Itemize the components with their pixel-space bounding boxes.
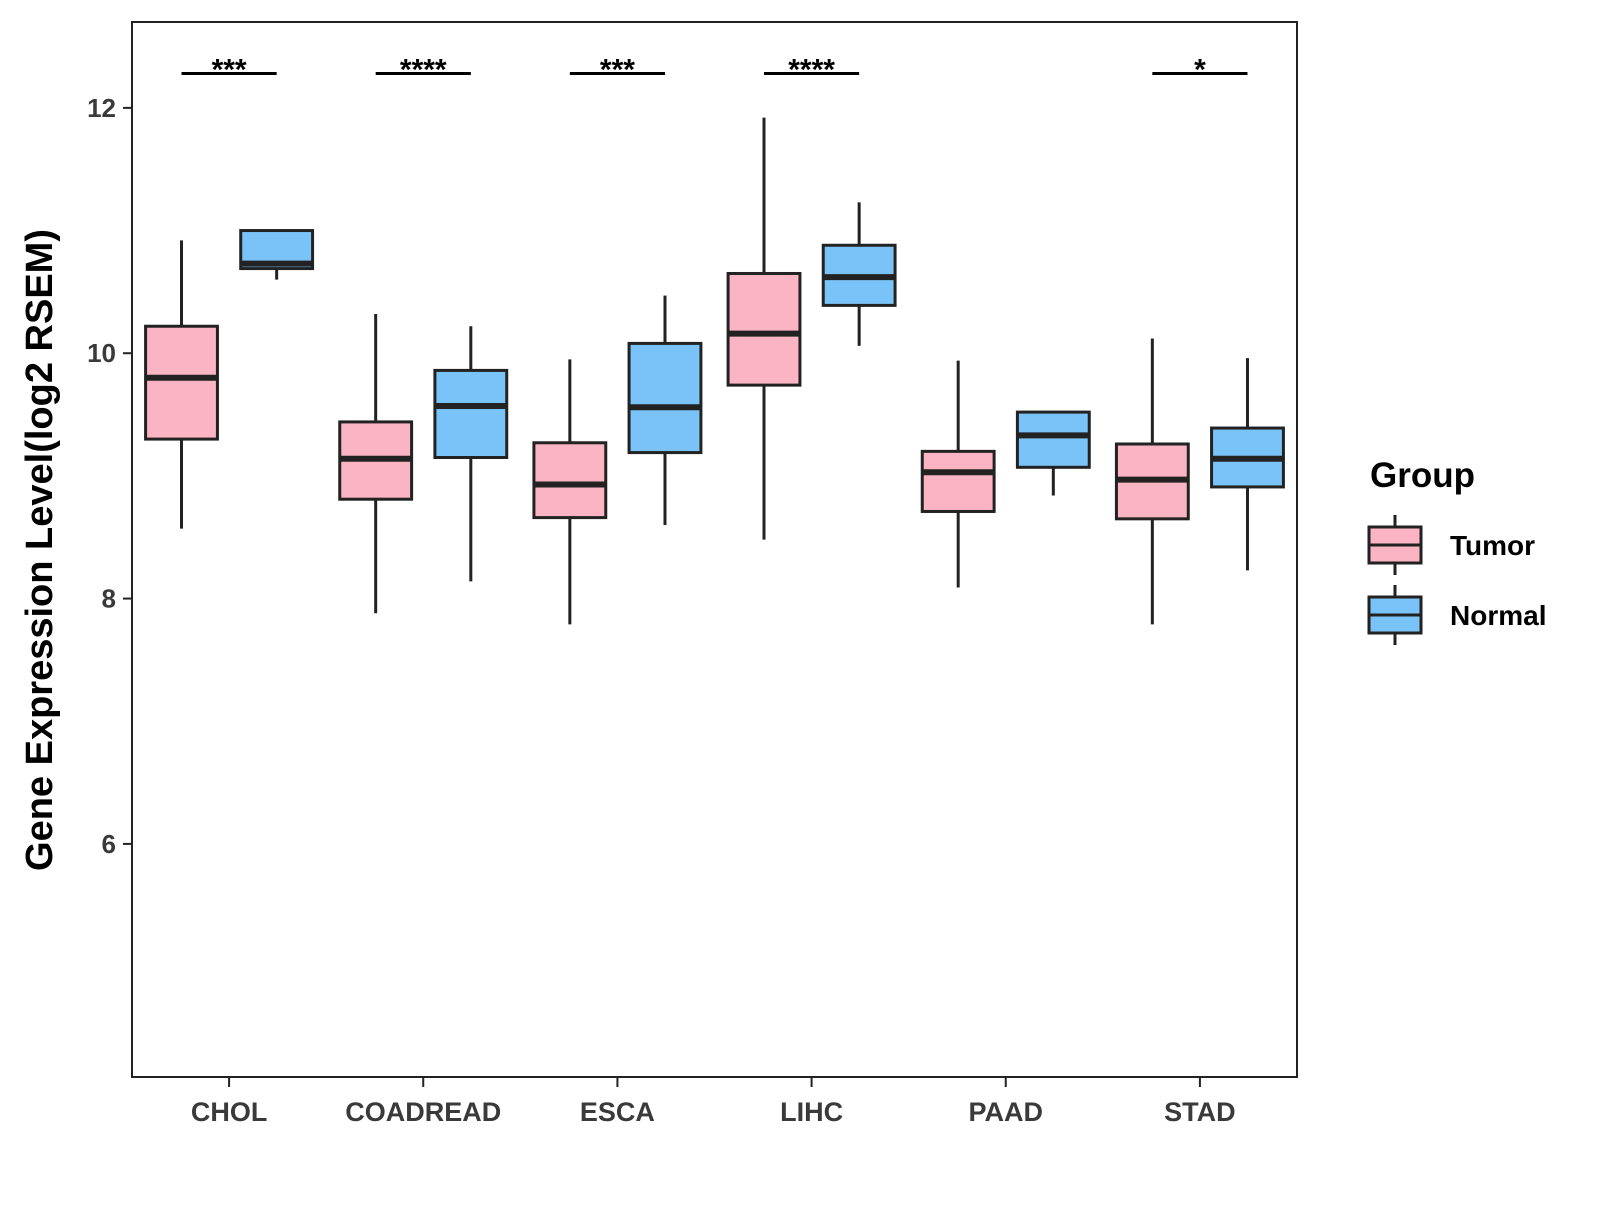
legend-entry-normal: Normal [1367,585,1546,645]
box-normal-esca [627,295,703,525]
y-tick-label-12: 12 [87,93,116,123]
y-tick-label-8: 8 [102,584,116,614]
legend-label-normal: Normal [1450,600,1546,631]
x-tick-label-paad: PAAD [968,1097,1043,1127]
x-tick-label-chol: CHOL [191,1097,268,1127]
box-normal-esca-iqr [627,341,703,455]
x-tick-label-coadread: COADREAD [345,1097,501,1127]
box-normal-stad [1210,358,1285,571]
significance-label-esca: *** [600,54,635,87]
box-tumor-paad-iqr [920,449,996,513]
box-normal-coadread-iqr [433,368,509,459]
significance-label-lihc: **** [788,54,835,87]
box-tumor-lihc-iqr [726,271,802,387]
legend-label-tumor: Tumor [1450,530,1535,561]
box-tumor-chol [144,240,219,529]
box-tumor-paad [920,360,996,588]
significance-label-stad: * [1194,54,1206,87]
x-tick-label-stad: STAD [1164,1097,1236,1127]
y-axis-label: Gene Expression Level(log2 RSEM) [19,229,61,871]
box-tumor-coadread [338,313,414,614]
significance-label-coadread: **** [400,54,447,87]
box-tumor-esca [532,359,608,625]
box-normal-coadread [433,326,509,582]
plot-panel-border [131,21,1298,1078]
box-normal-paad-iqr [1015,410,1091,469]
legend-title: Group [1370,456,1475,495]
box-tumor-chol-iqr [144,324,219,441]
box-tumor-stad [1114,338,1190,625]
y-tick-label-6: 6 [102,829,116,859]
box-normal-lihc [821,202,897,346]
x-tick-label-lihc: LIHC [780,1097,843,1127]
legend-entry-tumor: Tumor [1367,515,1535,575]
y-tick-label-10: 10 [87,338,116,368]
significance-label-chol: *** [212,54,247,87]
box-tumor-esca-iqr [532,441,608,520]
box-normal-chol [239,229,315,280]
legend: Tumor Normal [1367,515,1546,645]
x-tick-label-esca: ESCA [580,1097,655,1127]
box-tumor-lihc [726,117,802,540]
box-normal-paad [1015,410,1091,496]
